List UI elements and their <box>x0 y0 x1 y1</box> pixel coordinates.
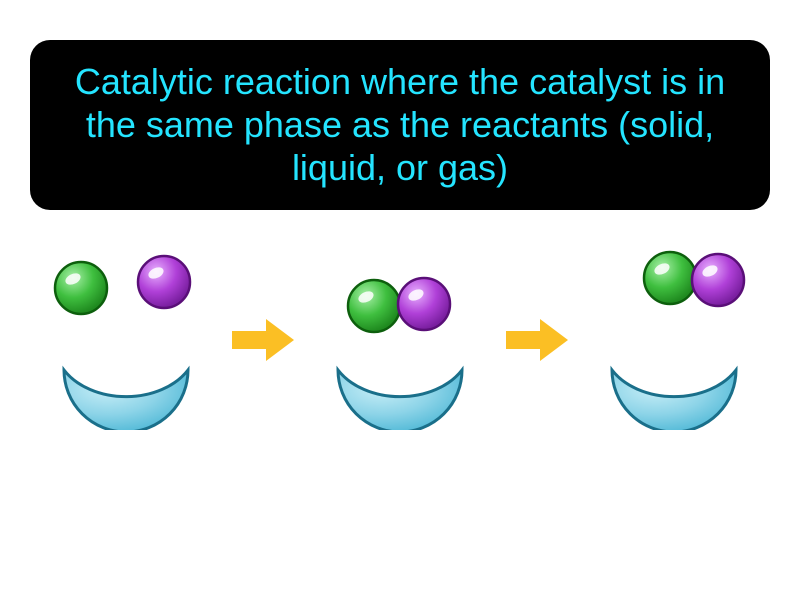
green-sphere <box>348 280 400 332</box>
arrow-icon <box>506 319 568 361</box>
green-sphere <box>644 252 696 304</box>
stage-1-svg <box>36 250 216 430</box>
stage-2 <box>310 250 490 430</box>
arrow-1-wrap <box>228 315 298 365</box>
definition-text: Catalytic reaction where the catalyst is… <box>75 61 725 188</box>
arrow-2-wrap <box>502 315 572 365</box>
definition-box: Catalytic reaction where the catalyst is… <box>30 40 770 210</box>
green-sphere <box>55 262 107 314</box>
arrow-2 <box>502 315 572 365</box>
purple-sphere <box>138 256 190 308</box>
stage-1 <box>36 250 216 430</box>
reaction-row <box>30 250 770 430</box>
catalyst-highlight <box>354 348 386 374</box>
arrow-icon <box>232 319 294 361</box>
arrow-1 <box>228 315 298 365</box>
stage-3 <box>584 250 764 430</box>
catalyst-bowl <box>612 370 736 430</box>
purple-sphere <box>692 254 744 306</box>
stage-3-svg <box>584 250 764 430</box>
catalyst-bowl <box>64 370 188 430</box>
purple-sphere <box>398 278 450 330</box>
catalyst-highlight <box>80 348 112 374</box>
stage-2-svg <box>310 250 490 430</box>
catalyst-highlight <box>628 348 660 374</box>
catalyst-bowl <box>338 370 462 430</box>
